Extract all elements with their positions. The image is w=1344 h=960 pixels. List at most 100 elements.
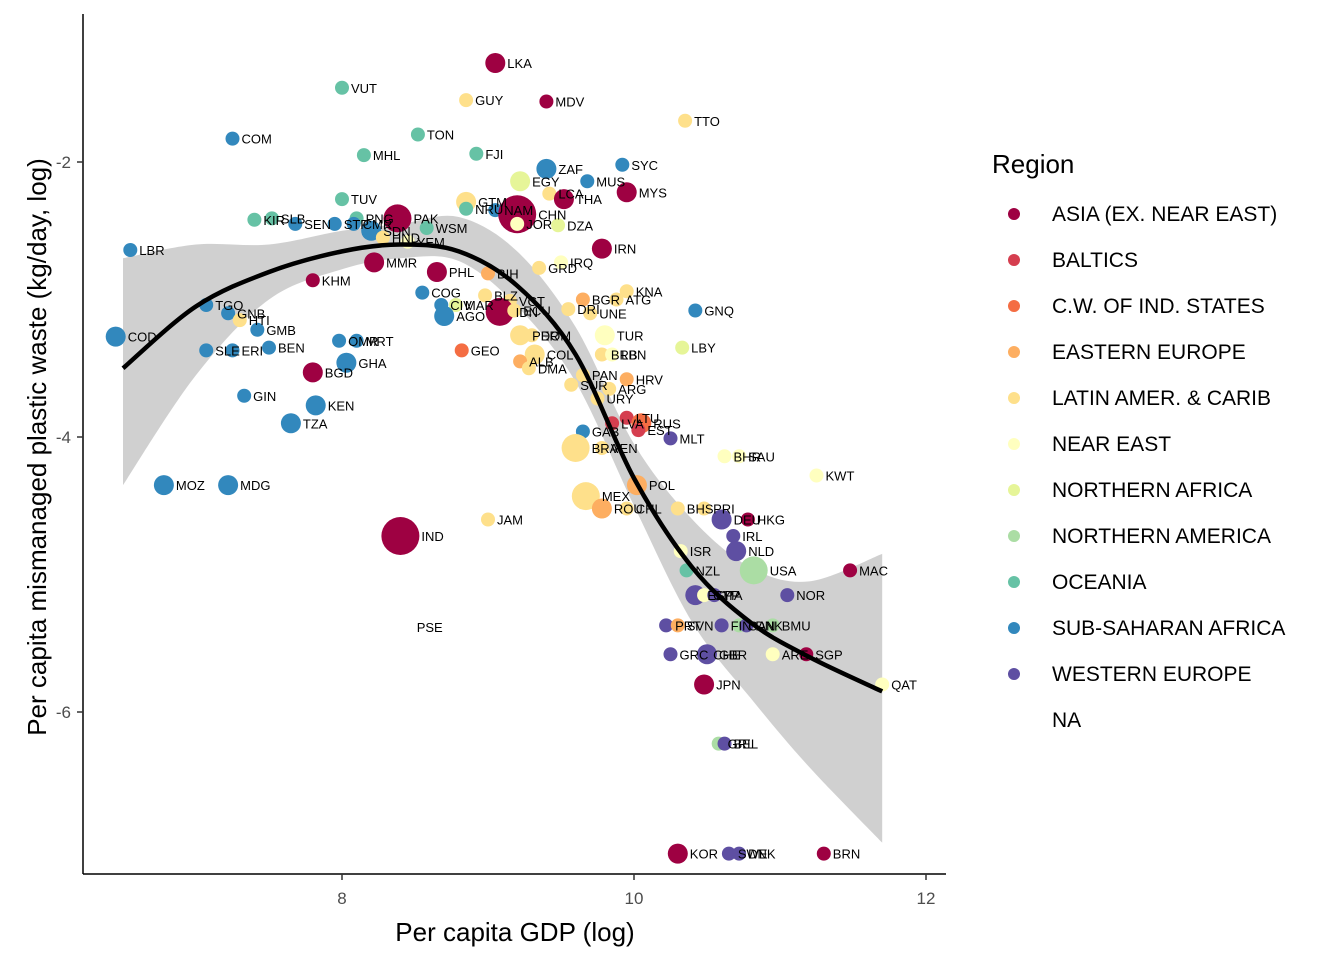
point-label: URY	[607, 392, 635, 407]
point-label: HKG	[757, 513, 785, 528]
point-label: IND	[421, 529, 443, 544]
point-label: ZAF	[558, 162, 583, 177]
x-axis-title: Per capita GDP (log)	[395, 917, 634, 947]
legend-label: NORTHERN AMERICA	[1052, 525, 1271, 548]
point-label: MDG	[240, 478, 270, 493]
point-label: MUS	[596, 174, 625, 189]
smooth-trend-line	[121, 242, 884, 694]
data-point	[364, 252, 385, 273]
legend-label: SUB-SAHARAN AFRICA	[1052, 617, 1285, 640]
point-label: VCT	[519, 294, 545, 309]
data-point	[594, 347, 609, 362]
data-point	[663, 647, 678, 662]
data-point	[732, 449, 747, 464]
data-point	[225, 343, 240, 358]
point-label: COD	[128, 330, 157, 345]
point-label: HND	[392, 231, 420, 246]
data-point	[250, 322, 265, 337]
data-point	[199, 343, 214, 358]
data-point	[675, 340, 690, 355]
data-point	[232, 313, 247, 328]
data-point	[510, 216, 525, 231]
point-label: KEN	[328, 398, 355, 413]
point-label: FIN	[731, 618, 752, 633]
point-label: PSE	[417, 620, 443, 635]
legend-key	[1008, 392, 1020, 404]
point-label: ARE	[782, 647, 809, 662]
point-label: SUR	[580, 378, 607, 393]
data-point	[659, 618, 674, 633]
data-point	[375, 230, 390, 245]
point-label: SEN	[304, 217, 331, 232]
point-label: BHR	[734, 449, 761, 464]
legend-key	[1008, 438, 1020, 450]
point-label: ITA	[723, 588, 743, 603]
data-point	[667, 843, 688, 864]
point-label: GIN	[253, 389, 276, 404]
data-point	[697, 644, 717, 665]
data-point	[721, 846, 736, 861]
y-tick-label: -2	[56, 153, 71, 172]
data-point	[302, 362, 323, 383]
data-point	[542, 186, 557, 201]
legend-label: NA	[1052, 709, 1081, 732]
data-point	[697, 588, 712, 603]
point-label: GUY	[475, 93, 504, 108]
confidence-band-area	[123, 215, 883, 843]
point-label: MLT	[680, 431, 705, 446]
data-point	[717, 736, 732, 751]
point-label: WSM	[436, 221, 468, 236]
data-point	[609, 292, 624, 307]
data-point	[524, 344, 545, 365]
point-label: GRC	[680, 647, 709, 662]
point-label: NRU	[475, 202, 503, 217]
data-point	[349, 333, 364, 348]
data-point	[335, 80, 349, 95]
point-label: IDN	[516, 305, 538, 320]
data-point	[448, 298, 463, 312]
point-label: KOR	[690, 847, 718, 862]
point-label: MAC	[859, 563, 888, 578]
point-label: GRL	[728, 737, 755, 752]
point-label: GRD	[548, 261, 577, 276]
legend-key	[1008, 208, 1020, 220]
point-label: JPN	[716, 678, 741, 693]
data-point	[153, 475, 174, 496]
point-label: YEM	[417, 235, 445, 250]
point-label: COG	[431, 286, 461, 301]
data-point	[498, 195, 537, 234]
point-label: CHE	[713, 647, 741, 662]
point-label: DNK	[748, 847, 776, 862]
data-point	[305, 395, 326, 416]
data-point	[843, 563, 858, 578]
y-tick-label: -6	[56, 703, 71, 722]
point-label: MMR	[386, 255, 417, 270]
data-point	[485, 297, 514, 326]
point-label: UNE	[599, 306, 627, 321]
point-label: TON	[427, 128, 454, 143]
point-label: GHA	[358, 356, 387, 371]
confidence-band	[123, 215, 883, 843]
point-label: PRI	[713, 502, 735, 517]
data-point	[591, 498, 612, 519]
data-point	[481, 266, 495, 281]
data-point	[521, 361, 536, 376]
point-label: BIH	[497, 266, 519, 281]
point-label: PAK	[413, 211, 438, 226]
data-point	[356, 148, 371, 163]
y-axis-title: Per capita mismanaged plastic waste (kg/…	[22, 158, 52, 736]
data-point	[619, 501, 634, 516]
data-point	[809, 468, 824, 483]
point-label: THA	[576, 192, 602, 207]
data-point	[631, 423, 646, 438]
data-point	[335, 192, 349, 207]
legend-label: NEAR EAST	[1052, 433, 1171, 456]
point-label: MAR	[465, 298, 494, 313]
legend-label: EASTERN EUROPE	[1052, 341, 1246, 364]
x-tick-label: 8	[337, 889, 346, 908]
point-label: TUV	[351, 192, 377, 207]
legend-title: Region	[992, 149, 1074, 179]
point-label: SVN	[687, 618, 714, 633]
data-point	[554, 255, 568, 270]
point-label: GBR	[719, 647, 747, 662]
